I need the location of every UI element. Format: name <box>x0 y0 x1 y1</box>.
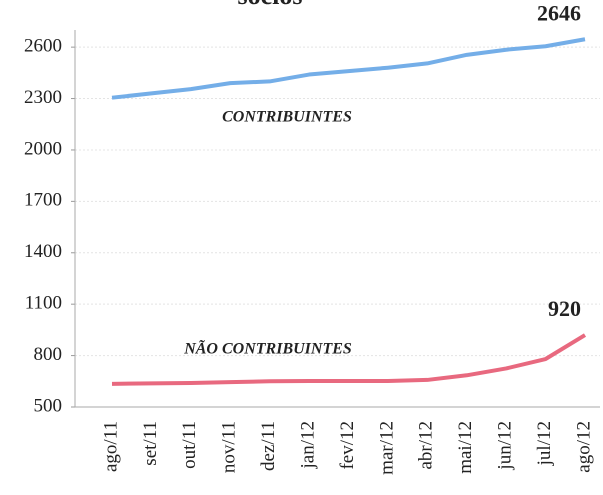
y-tick-label: 1700 <box>24 190 62 211</box>
x-tick-label: jan/12 <box>297 421 318 470</box>
series-label: NÃO CONTRIBUINTES <box>183 339 352 358</box>
y-tick-label: 2000 <box>24 138 62 159</box>
y-tick-label: 2600 <box>24 35 62 56</box>
y-tick-label: 1400 <box>24 241 62 262</box>
x-tick-label: mai/12 <box>455 421 476 474</box>
x-tick-label: abr/12 <box>416 421 437 470</box>
x-tick-label: ago/11 <box>100 421 121 472</box>
x-tick-label: dez/11 <box>258 421 279 471</box>
y-tick-label: 2300 <box>24 87 62 108</box>
data-label: 920 <box>548 296 581 321</box>
data-label: 2646 <box>537 0 581 25</box>
x-tick-label: jul/12 <box>534 421 555 466</box>
x-tick-label: jun/12 <box>495 421 516 471</box>
x-tick-label: mar/12 <box>376 421 397 475</box>
y-tick-label: 1100 <box>25 293 62 314</box>
x-tick-label: nov/11 <box>219 421 240 473</box>
x-tick-label: set/11 <box>140 421 161 466</box>
y-tick-label: 800 <box>34 344 63 365</box>
chart-title: sócios <box>238 0 303 10</box>
series-line <box>111 37 586 100</box>
x-tick-label: out/11 <box>179 421 200 469</box>
y-tick-label: 500 <box>34 395 63 416</box>
x-tick-label: ago/12 <box>573 421 594 473</box>
series-line <box>111 333 587 386</box>
x-tick-label: fev/12 <box>337 421 358 470</box>
series-label: CONTRIBUINTES <box>222 109 352 126</box>
